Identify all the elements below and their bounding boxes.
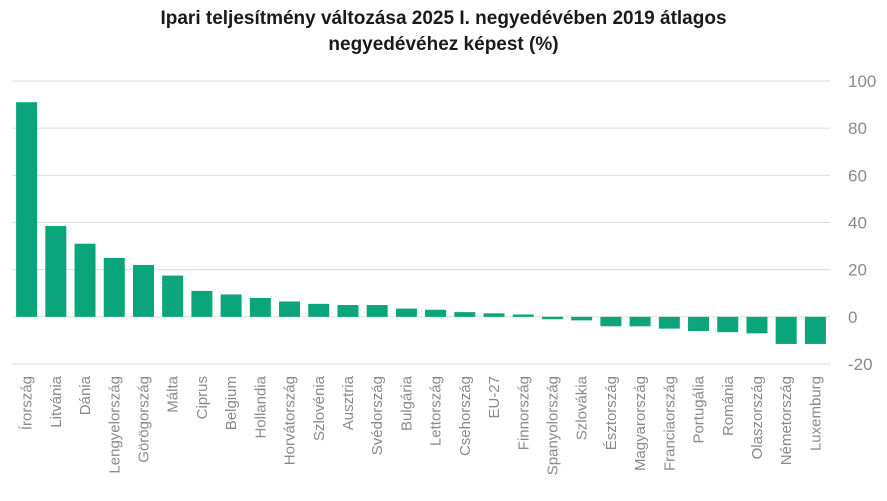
y-tick-label: 80 bbox=[848, 119, 867, 138]
bar bbox=[688, 316, 710, 331]
bar bbox=[74, 243, 96, 317]
bar bbox=[279, 301, 301, 317]
bar bbox=[16, 102, 38, 317]
x-tick-label: Hollandia bbox=[252, 375, 269, 438]
bar bbox=[132, 264, 154, 317]
bar bbox=[249, 297, 271, 317]
x-tick-label: Észtország bbox=[603, 376, 620, 450]
y-tick-label: -20 bbox=[848, 355, 873, 374]
bar bbox=[717, 316, 739, 333]
bar bbox=[337, 305, 359, 317]
x-tick-label: Németország bbox=[778, 376, 795, 465]
bar bbox=[571, 316, 593, 321]
y-tick-label: 60 bbox=[848, 166, 867, 185]
x-tick-label: Szlovákia bbox=[574, 375, 591, 440]
x-tick-label: Finnország bbox=[515, 376, 532, 450]
y-tick-label: 100 bbox=[848, 72, 876, 91]
x-tick-label: Ciprus bbox=[194, 376, 211, 419]
bar bbox=[454, 312, 476, 317]
y-tick-label: 20 bbox=[848, 261, 867, 280]
bar bbox=[191, 290, 213, 317]
x-tick-label: Szlovénia bbox=[311, 375, 328, 441]
x-tick-label: Magyarország bbox=[632, 376, 649, 471]
bar bbox=[629, 316, 651, 327]
x-tick-label: Görögország bbox=[135, 376, 152, 463]
bar bbox=[395, 308, 417, 317]
x-tick-label: Dánia bbox=[77, 375, 94, 415]
bar bbox=[425, 309, 447, 317]
x-tick-label: Málta bbox=[165, 375, 182, 412]
x-tick-label: EU-27 bbox=[486, 376, 503, 419]
chart-title-line1: Ipari teljesítmény változása 2025 I. neg… bbox=[160, 8, 727, 29]
bar bbox=[512, 314, 534, 317]
bar bbox=[775, 316, 797, 344]
x-tick-label: Belgium bbox=[223, 376, 240, 430]
x-tick-label: Olaszország bbox=[749, 376, 766, 459]
bar bbox=[308, 303, 330, 317]
x-tick-label: Portugália bbox=[691, 375, 708, 443]
x-tick-label: Svédország bbox=[369, 376, 386, 455]
x-tick-label: Ausztria bbox=[340, 375, 357, 430]
bar bbox=[483, 313, 505, 317]
x-tick-label: Bulgária bbox=[398, 375, 415, 431]
x-tick-label: Románia bbox=[720, 375, 737, 436]
chart-title-line2: negyedévéhez képest (%) bbox=[328, 34, 559, 55]
x-tick-label: Csehország bbox=[457, 376, 474, 456]
bar bbox=[162, 275, 184, 317]
y-tick-label: 0 bbox=[848, 308, 857, 327]
chart-title: Ipari teljesítmény változása 2025 I. neg… bbox=[0, 6, 887, 58]
x-tick-label: Spanyolország bbox=[544, 376, 561, 475]
bar bbox=[541, 316, 563, 320]
x-tick-label: Franciaország bbox=[661, 376, 678, 471]
y-tick-label: 40 bbox=[848, 214, 867, 233]
bar bbox=[658, 316, 680, 329]
x-tick-label: Horvátország bbox=[282, 376, 299, 465]
bar bbox=[220, 294, 242, 317]
bar bbox=[746, 316, 768, 334]
bar bbox=[804, 316, 826, 344]
bar bbox=[366, 305, 388, 317]
bar bbox=[45, 226, 67, 317]
x-tick-label: Lettország bbox=[428, 376, 445, 446]
x-tick-label: Litvánia bbox=[48, 375, 65, 427]
bar bbox=[103, 257, 125, 317]
x-tick-label: Lengyelország bbox=[106, 376, 123, 474]
x-tick-label: Luxemburg bbox=[807, 376, 824, 451]
x-tick-label: Írország bbox=[19, 376, 36, 430]
bar bbox=[600, 316, 622, 327]
